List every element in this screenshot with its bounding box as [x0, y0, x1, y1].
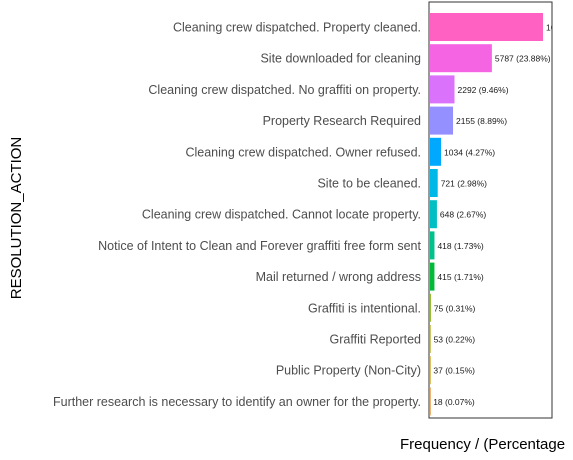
bar — [430, 325, 431, 353]
bar — [430, 356, 431, 385]
value-label: 648 (2.67%) — [440, 210, 486, 220]
value-label: 2292 (9.46%) — [458, 85, 509, 95]
bar — [430, 106, 454, 135]
category-label: Cleaning crew dispatched. Cannot locate … — [142, 208, 421, 222]
bar — [430, 200, 437, 229]
category-label: Site downloaded for cleaning — [260, 52, 421, 66]
value-label: 1034 (4.27%) — [444, 147, 495, 157]
category-label: Graffiti is intentional. — [308, 301, 421, 315]
value-label: 18 (0.07%) — [433, 397, 475, 407]
category-label: Property Research Required — [263, 114, 421, 128]
value-label: 53 (0.22%) — [434, 335, 476, 345]
bar — [430, 387, 431, 416]
bar — [430, 75, 455, 104]
category-label: Cleaning crew dispatched. Property clean… — [173, 21, 421, 35]
bars-group — [430, 13, 543, 416]
value-label: 75 (0.31%) — [434, 303, 476, 313]
value-label: 1057 — [546, 23, 565, 33]
bar — [430, 293, 431, 322]
category-label: Cleaning crew dispatched. Owner refused. — [185, 145, 421, 159]
bar — [430, 13, 543, 41]
value-label: 2155 (8.89%) — [456, 116, 507, 126]
category-labels: Cleaning crew dispatched. Property clean… — [53, 21, 422, 409]
category-label: Graffiti Reported — [330, 333, 422, 347]
category-label: Notice of Intent to Clean and Forever gr… — [98, 239, 421, 253]
category-label: Mail returned / wrong address — [256, 270, 421, 284]
bar — [430, 169, 438, 197]
category-label: Further research is necessary to identif… — [53, 395, 421, 409]
value-label: 721 (2.98%) — [441, 179, 487, 189]
value-label: 5787 (23.88%) — [495, 54, 551, 64]
bar — [430, 44, 492, 73]
value-label: 418 (1.73%) — [437, 241, 483, 251]
x-axis-title: Frequency / (Percentage — [400, 436, 565, 453]
y-axis-title: RESOLUTION_ACTION — [8, 137, 25, 300]
plot-panel-border — [428, 1, 553, 419]
value-label: 415 (1.71%) — [437, 272, 483, 282]
value-labels: 1057 5787 (23.88%) 2292 (9.46%) 2155 (8.89%… — [433, 23, 565, 407]
bar — [430, 231, 435, 260]
category-label: Site to be cleaned. — [317, 177, 421, 191]
category-label: Public Property (Non-City) — [276, 364, 421, 378]
bar — [430, 262, 435, 291]
category-label: Cleaning crew dispatched. No graffiti on… — [148, 83, 421, 97]
bar — [430, 137, 442, 166]
value-label: 37 (0.15%) — [433, 366, 475, 376]
